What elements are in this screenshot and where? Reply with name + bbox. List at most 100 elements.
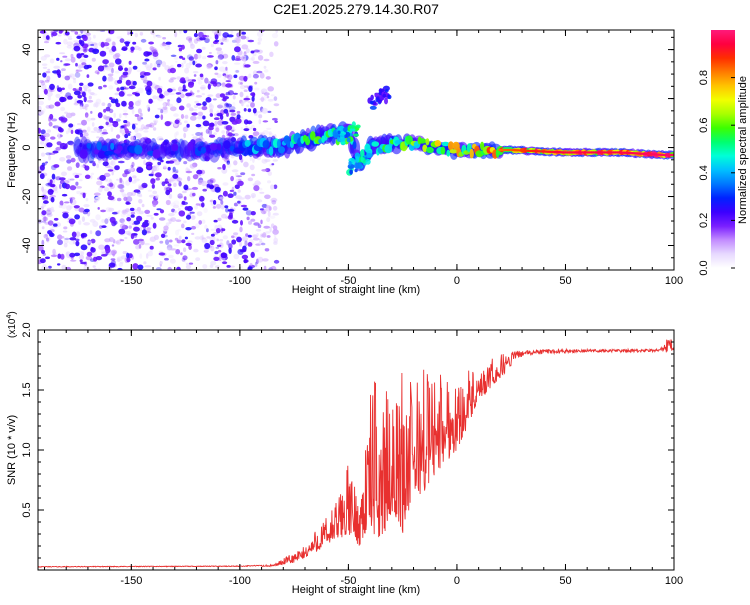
noise-speckle (90, 130, 97, 133)
noise-speckle (131, 191, 137, 197)
noise-speckle-strong (76, 35, 82, 40)
snr-x-tick-label: 50 (559, 575, 571, 587)
noise-speckle-strong (236, 114, 241, 120)
noise-speckle-strong (196, 103, 202, 106)
noise-speckle (265, 231, 271, 234)
noise-speckle (81, 30, 87, 33)
noise-speckle (272, 205, 278, 211)
noise-speckle (74, 149, 80, 155)
noise-speckle-strong (209, 134, 216, 138)
noise-speckle (266, 127, 272, 130)
noise-speckle-strong (202, 34, 207, 38)
noise-speckle-strong (252, 127, 257, 132)
noise-speckle (152, 127, 157, 131)
noise-speckle (217, 217, 222, 222)
noise-speckle (67, 37, 73, 40)
noise-speckle-strong (128, 101, 134, 107)
ridge-branch (337, 130, 341, 135)
noise-speckle (65, 112, 73, 119)
noise-speckle (173, 56, 179, 60)
noise-speckle-strong (116, 79, 123, 84)
ridge-core (97, 150, 106, 159)
noise-speckle (247, 58, 254, 61)
noise-speckle (199, 86, 206, 90)
noise-speckle (105, 177, 112, 183)
noise-speckle (62, 55, 68, 58)
noise-speckle (138, 210, 144, 215)
spectrogram-frame (37, 29, 675, 271)
noise-speckle (194, 236, 201, 240)
noise-speckle (205, 141, 209, 145)
ridge-halo (182, 146, 191, 160)
noise-speckle (86, 126, 91, 132)
spectrogram-panel: -150 -100 -50 0 50 100 -40 -20 0 20 40 Height of … (6, 29, 683, 296)
noise-speckle-strong (117, 267, 123, 270)
noise-speckle (90, 172, 95, 176)
noise-speckle (256, 111, 263, 114)
noise-speckle-strong (234, 46, 241, 53)
noise-speckle-strong (112, 121, 119, 128)
noise-speckle (249, 155, 253, 162)
noise-speckle (272, 159, 278, 162)
noise-speckle-strong (199, 195, 205, 202)
snr-y-label: SNR (10 * v/v) (6, 415, 18, 485)
noise-speckle (140, 112, 143, 117)
noise-speckle (202, 237, 206, 240)
noise-speckle-strong (46, 142, 53, 148)
noise-speckle-strong (205, 97, 212, 103)
noise-speckle-strong (195, 123, 202, 128)
noise-speckle (40, 80, 46, 86)
noise-speckle (183, 161, 188, 165)
ridge-halo (142, 137, 151, 156)
noise-speckle (172, 204, 180, 209)
ridge-core (425, 138, 430, 146)
noise-speckle-strong (58, 116, 64, 121)
noise-speckle-strong (98, 125, 104, 129)
noise-speckle (263, 92, 270, 96)
noise-speckle (79, 179, 83, 182)
noise-speckle (160, 109, 164, 114)
spectrogram-y-tick-label: 20 (21, 92, 33, 104)
noise-speckle-strong (131, 123, 136, 130)
noise-speckle (123, 196, 128, 201)
noise-speckle (62, 75, 66, 79)
noise-speckle (134, 32, 138, 38)
noise-speckle (216, 153, 220, 158)
noise-speckle (232, 101, 236, 108)
noise-speckle (87, 88, 92, 94)
noise-speckle (189, 107, 194, 112)
noise-speckle (216, 73, 222, 79)
noise-speckle (101, 131, 109, 135)
noise-speckle (48, 155, 52, 161)
noise-speckle (263, 95, 267, 102)
noise-speckle (143, 130, 149, 133)
noise-speckle-strong (152, 67, 157, 71)
snr-y-scale-exponent: 4 (6, 315, 13, 319)
noise-speckle (253, 49, 260, 53)
noise-speckle (211, 30, 218, 34)
noise-speckle (95, 214, 101, 221)
noise-speckle (113, 182, 117, 186)
noise-speckle (217, 104, 223, 109)
noise-speckle (47, 178, 51, 183)
noise-speckle (75, 62, 78, 67)
noise-speckle-strong (73, 45, 81, 52)
noise-speckle-strong (216, 244, 222, 247)
noise-speckle (183, 247, 187, 252)
noise-speckle-strong (82, 35, 88, 42)
noise-speckle (258, 119, 262, 125)
noise-speckle-strong (191, 112, 198, 116)
noise-speckle (64, 58, 71, 62)
noise-speckle-strong (130, 46, 135, 51)
noise-speckle (47, 220, 54, 226)
noise-speckle-strong (213, 117, 220, 121)
noise-speckle (60, 236, 65, 239)
noise-speckle (63, 242, 68, 248)
noise-speckle (212, 98, 217, 101)
noise-speckle (211, 154, 215, 157)
ridge-core (110, 142, 115, 150)
noise-speckle (45, 233, 48, 237)
noise-speckle (191, 225, 197, 230)
noise-speckle-strong (55, 41, 62, 45)
noise-speckle-strong (47, 188, 54, 195)
